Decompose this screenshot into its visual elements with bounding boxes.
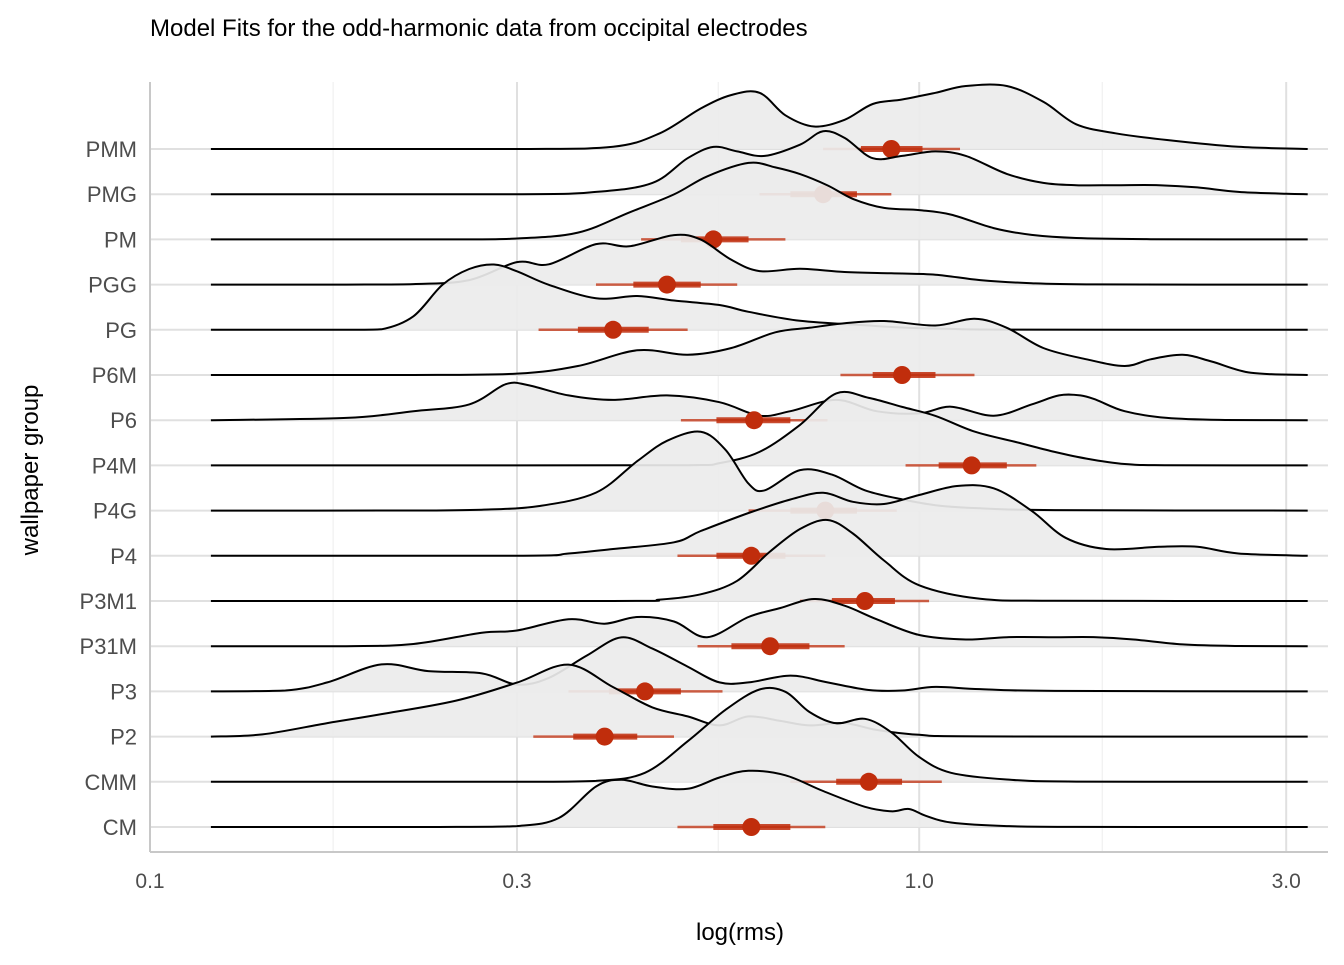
ridge-p4m [210, 390, 1308, 475]
y-tick-label: CM [103, 815, 137, 840]
y-tick-label: P31M [80, 634, 137, 659]
density-fill [210, 234, 1308, 285]
x-tick-label: 3.0 [1272, 870, 1301, 893]
mean-point [742, 546, 761, 565]
density-fill [210, 687, 1308, 782]
mean-point [742, 818, 761, 836]
mean-point [745, 411, 764, 430]
density-fill [210, 431, 1308, 511]
y-tick-label: PMG [87, 182, 137, 207]
mean-point [893, 366, 912, 384]
density-fill [210, 519, 1308, 601]
density-fill [210, 664, 1308, 737]
mean-point [859, 772, 878, 791]
ridge-p4g [210, 430, 1308, 520]
y-tick-label: P6M [92, 363, 137, 388]
density-line [210, 518, 1308, 603]
density-fill [210, 391, 1308, 466]
mean-point [595, 727, 614, 746]
axes: 0.1 0.3 1.0 3.0 CM CMM P2 P3 P31M P3M1 P4 P4G P4M P6 P… [80, 82, 1328, 893]
x-axis-title: log(rms) [696, 919, 784, 946]
mean-point [962, 456, 981, 475]
mean-point [657, 275, 676, 294]
y-tick-label: PMM [86, 137, 137, 162]
density-fill [210, 485, 1308, 556]
y-tick-label: P6 [110, 408, 137, 433]
x-tick-label: 1.0 [905, 870, 934, 893]
ridge-p3m1 [210, 518, 1308, 610]
density-fill [210, 598, 1308, 647]
ridge-p6 [210, 381, 1308, 430]
chart-title: Model Fits for the odd-harmonic data fro… [150, 15, 808, 42]
y-tick-label: P3M1 [80, 589, 137, 614]
y-tick-label: P3 [110, 679, 137, 704]
density-line [210, 484, 1308, 557]
ridge-cm [210, 769, 1308, 836]
ridge-p6m [210, 317, 1308, 384]
density-line [210, 597, 1308, 648]
mean-point [761, 637, 780, 656]
y-tick-label: P4 [110, 544, 137, 569]
y-axis-title: wallpaper group [17, 385, 44, 557]
density-fill [210, 162, 1308, 240]
density-fill [210, 264, 1308, 330]
y-tick-label: P4G [93, 499, 137, 524]
density-line [210, 317, 1308, 377]
ridge-pm [210, 161, 1308, 249]
y-tick-label: PM [104, 227, 137, 252]
x-tick-label: 0.3 [502, 870, 531, 893]
mean-point [604, 320, 623, 339]
ridge-pmm [210, 83, 1308, 158]
density-fill [210, 318, 1308, 375]
density-line [210, 769, 1308, 828]
y-tick-label: P2 [110, 725, 137, 750]
ridge-p31m [210, 597, 1308, 656]
x-tick-label: 0.1 [135, 870, 164, 893]
mean-point [855, 592, 874, 610]
density-line [210, 161, 1308, 241]
y-tick-label: CMM [84, 770, 137, 795]
y-tick-label: PG [105, 318, 137, 343]
density-fill [210, 770, 1308, 827]
density-line [210, 686, 1308, 783]
ridges [210, 83, 1308, 836]
density-fill [210, 637, 1308, 692]
density-line [210, 636, 1308, 693]
y-tick-label: P4M [92, 453, 137, 478]
mean-point [882, 140, 901, 158]
y-tick-label: PGG [88, 273, 137, 298]
density-line [210, 83, 1308, 151]
density-fill [210, 84, 1308, 149]
density-fill [210, 382, 1308, 421]
density-line [210, 129, 1308, 196]
ridge-cmm [210, 686, 1308, 791]
mean-point [635, 682, 654, 701]
